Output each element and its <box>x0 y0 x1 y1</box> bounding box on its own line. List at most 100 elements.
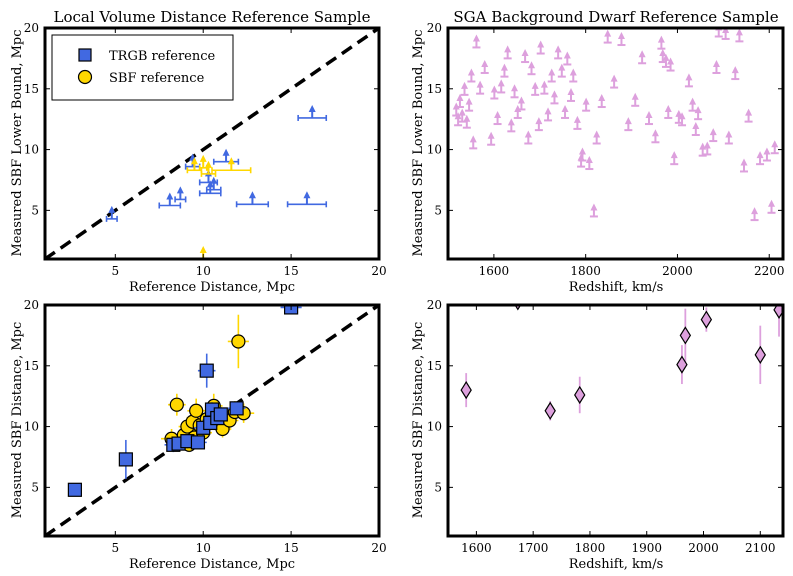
trgb-limit-arrow-head <box>248 191 256 199</box>
sga-limit-arrow-head <box>624 117 632 125</box>
p1-xtick-label: 5 <box>111 264 119 278</box>
sga-limit-arrow-head <box>569 68 577 76</box>
panel-1-top-left: Local Volume Distance Reference Sample M… <box>10 8 387 295</box>
trgb-point <box>199 363 214 378</box>
sga-limit-arrow-head <box>692 121 700 129</box>
sga-limit-arrow-head <box>703 141 711 149</box>
sga-limit-arrow-head <box>664 104 672 112</box>
sga-limit-arrow-head <box>463 114 471 122</box>
sga-distance-point <box>460 380 472 400</box>
sga-distance-point <box>514 305 522 311</box>
sga-distance-point <box>754 345 766 364</box>
p3-ytick-label: 15 <box>24 359 39 373</box>
sga-limit-arrow-head <box>511 84 519 92</box>
legend-frame <box>51 34 234 101</box>
sga-limit-arrow-head <box>504 45 512 53</box>
sga-limit-arrow-head <box>638 50 646 58</box>
sga-limit-arrow-head <box>763 147 771 155</box>
sbf-point <box>169 397 184 412</box>
sga-limit-arrow-head <box>461 81 469 89</box>
p1-axes-frame <box>43 26 381 261</box>
panel-4-bottom-right: Measured SBF Distance, Mpc Redshift, km/… <box>411 298 785 572</box>
sga-limit-arrow-head <box>670 151 678 159</box>
panel-1-y-label: Measured SBF Lower Bound, Mpc <box>10 29 25 256</box>
trgb-point <box>213 407 228 422</box>
sga-limit-arrow-head <box>657 35 665 43</box>
sga-limit-arrow-head <box>497 79 505 87</box>
p4-xtick-label: 1800 <box>575 541 606 555</box>
legend-sbf-label: SBF reference <box>109 71 205 86</box>
trgb-point <box>67 482 82 497</box>
sga-limit-arrow-head <box>481 59 489 67</box>
sga-limit-arrow-head <box>550 90 558 98</box>
sga-limit-arrow-head <box>722 28 730 33</box>
sga-limit-arrow-head <box>590 203 598 211</box>
sga-distance-point <box>574 385 586 405</box>
p1-ytick-label: 10 <box>24 143 39 157</box>
panel-3-x-label: Reference Distance, Mpc <box>129 557 295 572</box>
sga-limit-arrow-head <box>500 63 508 71</box>
panel-1-plot-area: 5 10 15 20 5 10 15 20 <box>24 21 387 278</box>
p4-ytick-label: 15 <box>427 359 442 373</box>
sga-limit-arrow-head <box>694 106 702 114</box>
sbf-point <box>189 403 204 418</box>
sga-limit-arrow-head <box>472 34 480 42</box>
trgb-limit-arrow-head <box>108 205 116 213</box>
panel-4-plot-area: 1600 1700 1800 1900 2000 2100 5 10 15 20 <box>427 298 785 555</box>
p3-ytick-label: 20 <box>24 298 39 312</box>
p4-xtick-label: 2000 <box>688 541 719 555</box>
sga-limit-arrow-head <box>507 118 515 126</box>
sga-limit-arrow-head <box>768 199 776 207</box>
p1-one-to-one-line <box>45 28 379 259</box>
sga-limit-arrow-head <box>651 129 659 137</box>
sga-limit-arrow-head <box>465 97 473 105</box>
p1-ytick-label: 5 <box>31 203 39 217</box>
sga-limit-arrow-head <box>456 94 464 102</box>
legend-sbf-marker <box>77 69 93 85</box>
sga-limit-arrow-head <box>745 108 753 116</box>
sga-limit-arrow-head <box>712 59 720 67</box>
panel-4-x-label: Redshift, km/s <box>569 557 664 572</box>
trgb-point <box>190 435 206 450</box>
legend-trgb-marker <box>78 48 92 62</box>
sga-limit-arrow-head <box>667 57 675 65</box>
sga-distance-point <box>679 326 692 345</box>
p2-ytick-label: 15 <box>427 82 442 96</box>
p3-xtick-label: 15 <box>283 541 298 555</box>
sga-limit-arrow-head <box>617 32 625 40</box>
sga-limit-arrow-head <box>535 117 543 125</box>
p3-ytick-label: 10 <box>24 420 39 434</box>
p2-xtick-label: 2200 <box>754 264 785 278</box>
sga-limit-arrow-head <box>476 80 484 88</box>
sga-limit-arrow-head <box>469 135 477 143</box>
sbf-point <box>231 334 246 349</box>
sga-limit-arrow-head <box>771 140 779 148</box>
sga-distance-point <box>544 401 556 420</box>
sga-limit-arrow-head <box>751 207 759 215</box>
sga-limit-arrow-head <box>735 28 743 36</box>
trgb-limit-arrow-head <box>210 176 218 184</box>
sga-limit-arrow-head <box>675 109 683 117</box>
sga-limit-arrow-head <box>548 68 556 76</box>
sga-limit-arrow-head <box>563 51 571 59</box>
sga-limit-arrow-head <box>524 130 532 138</box>
sga-limit-arrow-head <box>659 49 667 57</box>
sga-limit-arrow-head <box>487 131 495 139</box>
legend-trgb-label: TRGB reference <box>109 49 216 64</box>
p3-ytick-label: 5 <box>31 480 39 494</box>
panel-1-title: Local Volume Distance Reference Sample <box>54 8 371 26</box>
sga-limit-arrow-head <box>494 111 502 119</box>
p4-ytick-label: 20 <box>427 298 442 312</box>
p4-xtick-label: 1600 <box>461 541 492 555</box>
sga-limit-arrow-head <box>582 97 590 105</box>
sga-limit-arrow-head <box>454 112 462 120</box>
sga-limit-arrow-head <box>573 115 581 123</box>
sga-limit-arrow-head <box>561 104 569 112</box>
sga-limit-arrow-head <box>528 61 536 69</box>
p3-data-layer <box>45 305 379 536</box>
p1-xtick-label: 20 <box>371 264 386 278</box>
sga-limit-arrow-head <box>598 94 606 102</box>
trgb-limit-arrow-head <box>166 192 174 200</box>
sga-limit-arrow-head <box>531 81 539 89</box>
